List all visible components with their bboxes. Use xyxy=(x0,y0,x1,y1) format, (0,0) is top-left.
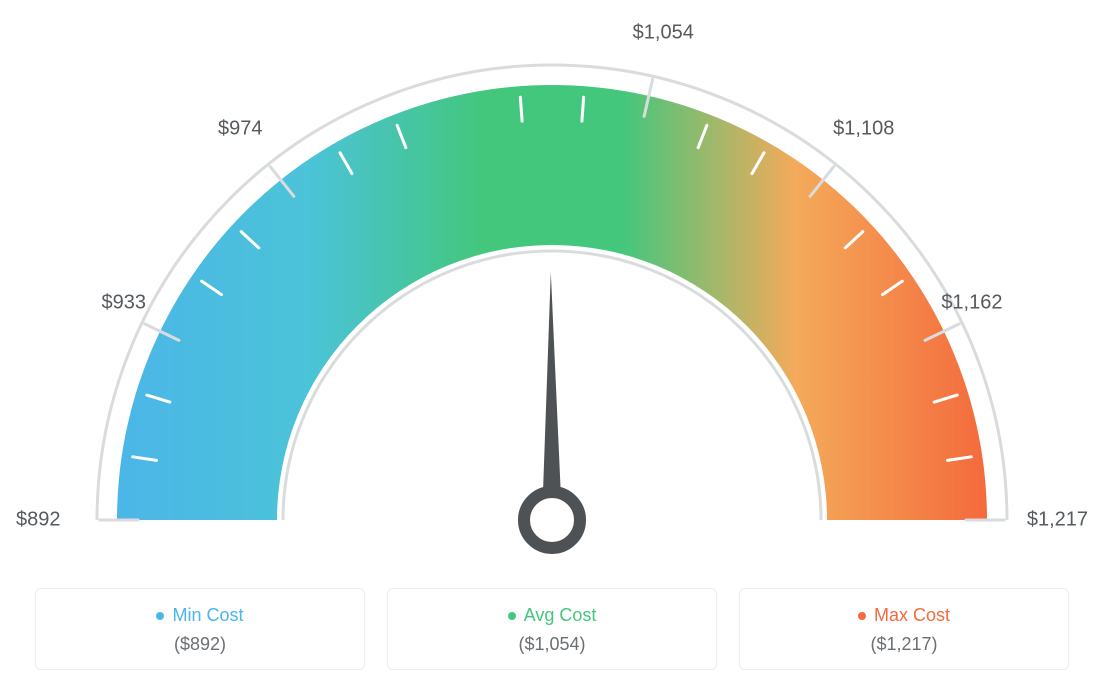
legend-title-min: Min Cost xyxy=(156,605,243,626)
gauge-scale-label: $1,162 xyxy=(941,292,1002,315)
dot-icon xyxy=(858,612,866,620)
legend-value-max: ($1,217) xyxy=(750,634,1058,655)
gauge-scale-label: $1,108 xyxy=(833,118,894,141)
gauge-scale-label: $892 xyxy=(16,509,61,532)
legend-title-max: Max Cost xyxy=(858,605,950,626)
dot-icon xyxy=(156,612,164,620)
legend-title-avg: Avg Cost xyxy=(508,605,597,626)
legend-card-max: Max Cost ($1,217) xyxy=(739,588,1069,670)
legend-title-text: Min Cost xyxy=(172,605,243,626)
gauge-scale-label: $1,217 xyxy=(1027,509,1088,532)
gauge-chart: $892 $933 $974 $1,054 $1,108 $1,162 $1,217 xyxy=(0,0,1104,560)
legend-title-text: Max Cost xyxy=(874,605,950,626)
gauge-scale-label: $974 xyxy=(218,118,263,141)
dot-icon xyxy=(508,612,516,620)
legend-row: Min Cost ($892) Avg Cost ($1,054) Max Co… xyxy=(0,588,1104,670)
gauge-svg xyxy=(0,0,1104,560)
legend-title-text: Avg Cost xyxy=(524,605,597,626)
gauge-scale-label: $933 xyxy=(102,292,147,315)
legend-value-avg: ($1,054) xyxy=(398,634,706,655)
legend-card-min: Min Cost ($892) xyxy=(35,588,365,670)
legend-card-avg: Avg Cost ($1,054) xyxy=(387,588,717,670)
gauge-scale-label: $1,054 xyxy=(633,21,694,44)
legend-value-min: ($892) xyxy=(46,634,354,655)
